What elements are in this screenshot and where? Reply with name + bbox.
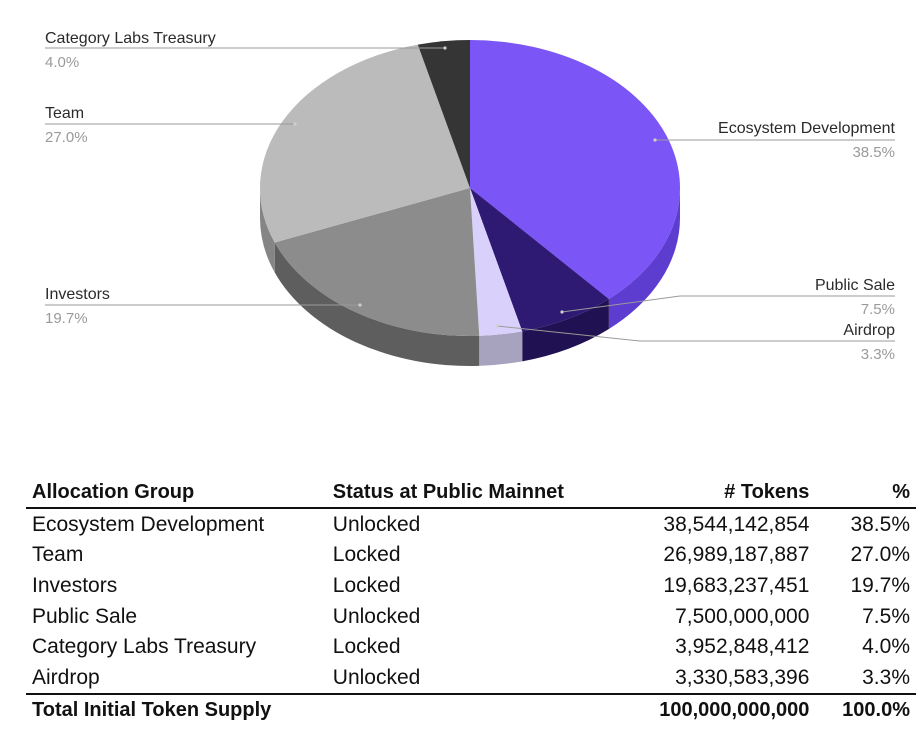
cell-percent: 19.7% bbox=[850, 573, 910, 597]
callout-percent-team: 27.0% bbox=[45, 129, 88, 146]
pie-side-investors bbox=[274, 242, 480, 366]
table-row: Airdrop Unlocked 3,330,583,396 3.3% bbox=[26, 662, 916, 694]
callout-label-public-sale: Public Sale bbox=[815, 277, 895, 294]
pie-slice-public-sale bbox=[470, 188, 609, 332]
cell-percent: 27.0% bbox=[850, 543, 910, 567]
total-percent: 100.0% bbox=[815, 692, 916, 726]
pie-side-airdrop bbox=[479, 331, 523, 366]
pie-slice-category-labs-treasury bbox=[417, 40, 470, 188]
table-header-row: Allocation Group Status at Public Mainne… bbox=[26, 478, 916, 509]
cell-group: Ecosystem Development bbox=[32, 512, 265, 536]
callout-dot-ecosystem-development bbox=[653, 138, 657, 142]
header-allocation-group: Allocation Group bbox=[26, 478, 327, 509]
pie-chart: Ecosystem Development 38.5% Public Sale 7.5… bbox=[45, 30, 896, 366]
cell-tokens: 26,989,187,887 bbox=[663, 543, 810, 567]
pie-slice-investors bbox=[274, 188, 480, 336]
callout-label-ecosystem-development: Ecosystem Development bbox=[718, 120, 896, 137]
cell-group: Airdrop bbox=[32, 665, 100, 689]
table-total-row: Total Initial Token Supply 100,000,000,0… bbox=[26, 692, 916, 726]
total-status-empty bbox=[326, 692, 579, 726]
pie-side-team bbox=[260, 188, 275, 273]
cell-tokens: 7,500,000,000 bbox=[675, 604, 810, 628]
callout-label-team: Team bbox=[45, 105, 84, 122]
pie-side-public-sale bbox=[522, 299, 609, 362]
cell-tokens: 19,683,237,451 bbox=[663, 573, 810, 597]
pie-side-ecosystem-development bbox=[608, 188, 680, 330]
total-tokens: 100,000,000,000 bbox=[578, 692, 816, 726]
callout-dot-investors bbox=[358, 303, 362, 307]
header-tokens: # Tokens bbox=[578, 478, 816, 509]
callout-percent-ecosystem-development: 38.5% bbox=[852, 144, 895, 161]
callout-dot-public-sale bbox=[560, 310, 564, 314]
pie-sides bbox=[260, 188, 680, 366]
table-row: Investors Locked 19,683,237,451 19.7% bbox=[26, 570, 916, 601]
cell-group: Team bbox=[32, 543, 84, 567]
cell-group: Category Labs Treasury bbox=[32, 635, 257, 659]
pie-callouts: Ecosystem Development 38.5% Public Sale 7.5… bbox=[45, 30, 896, 363]
table-row: Public Sale Unlocked 7,500,000,000 7.5% bbox=[26, 601, 916, 632]
callout-dot-category-labs-treasury bbox=[443, 46, 447, 50]
table-row: Team Locked 26,989,187,887 27.0% bbox=[26, 540, 916, 571]
callout-line-public-sale bbox=[561, 295, 895, 313]
pie-tops bbox=[259, 40, 680, 336]
cell-percent: 38.5% bbox=[850, 512, 910, 536]
callout-dot-team bbox=[293, 122, 297, 126]
callout-label-category-labs-treasury: Category Labs Treasury bbox=[45, 30, 216, 47]
callout-percent-airdrop: 3.3% bbox=[861, 346, 895, 363]
header-status: Status at Public Mainnet bbox=[326, 478, 579, 509]
cell-status: Locked bbox=[332, 573, 401, 597]
cell-group: Investors bbox=[32, 573, 118, 597]
cell-tokens: 3,330,583,396 bbox=[675, 665, 810, 689]
callout-label-airdrop: Airdrop bbox=[843, 322, 895, 339]
table-row: Ecosystem Development Unlocked 38,544,14… bbox=[26, 508, 916, 540]
pie-slice-airdrop bbox=[470, 188, 523, 336]
allocation-table: Allocation Group Status at Public Mainne… bbox=[26, 478, 916, 726]
cell-percent: 3.3% bbox=[862, 665, 910, 689]
table-row: Category Labs Treasury Locked 3,952,848,… bbox=[26, 631, 916, 662]
callout-percent-public-sale: 7.5% bbox=[861, 301, 895, 318]
cell-tokens: 38,544,142,854 bbox=[663, 512, 810, 536]
callout-label-investors: Investors bbox=[45, 286, 110, 303]
callout-percent-category-labs-treasury: 4.0% bbox=[45, 54, 79, 71]
total-label: Total Initial Token Supply bbox=[26, 692, 327, 726]
cell-group: Public Sale bbox=[32, 604, 138, 628]
pie-slice-team bbox=[259, 44, 470, 243]
pie-chart-area: Ecosystem Development 38.5% Public Sale 7.5… bbox=[45, 30, 896, 366]
cell-tokens: 3,952,848,412 bbox=[675, 635, 810, 659]
cell-percent: 4.0% bbox=[862, 635, 910, 659]
cell-status: Locked bbox=[332, 635, 401, 659]
cell-status: Unlocked bbox=[332, 665, 421, 689]
cell-status: Unlocked bbox=[332, 604, 421, 628]
cell-percent: 7.5% bbox=[862, 604, 910, 628]
pie-slice-ecosystem-development bbox=[470, 40, 680, 300]
header-percent: % bbox=[815, 478, 916, 509]
callout-line-airdrop bbox=[496, 325, 895, 342]
callout-dot-airdrop bbox=[495, 324, 499, 328]
callout-percent-investors: 19.7% bbox=[45, 310, 88, 327]
cell-status: Locked bbox=[332, 543, 401, 567]
cell-status: Unlocked bbox=[332, 512, 421, 536]
